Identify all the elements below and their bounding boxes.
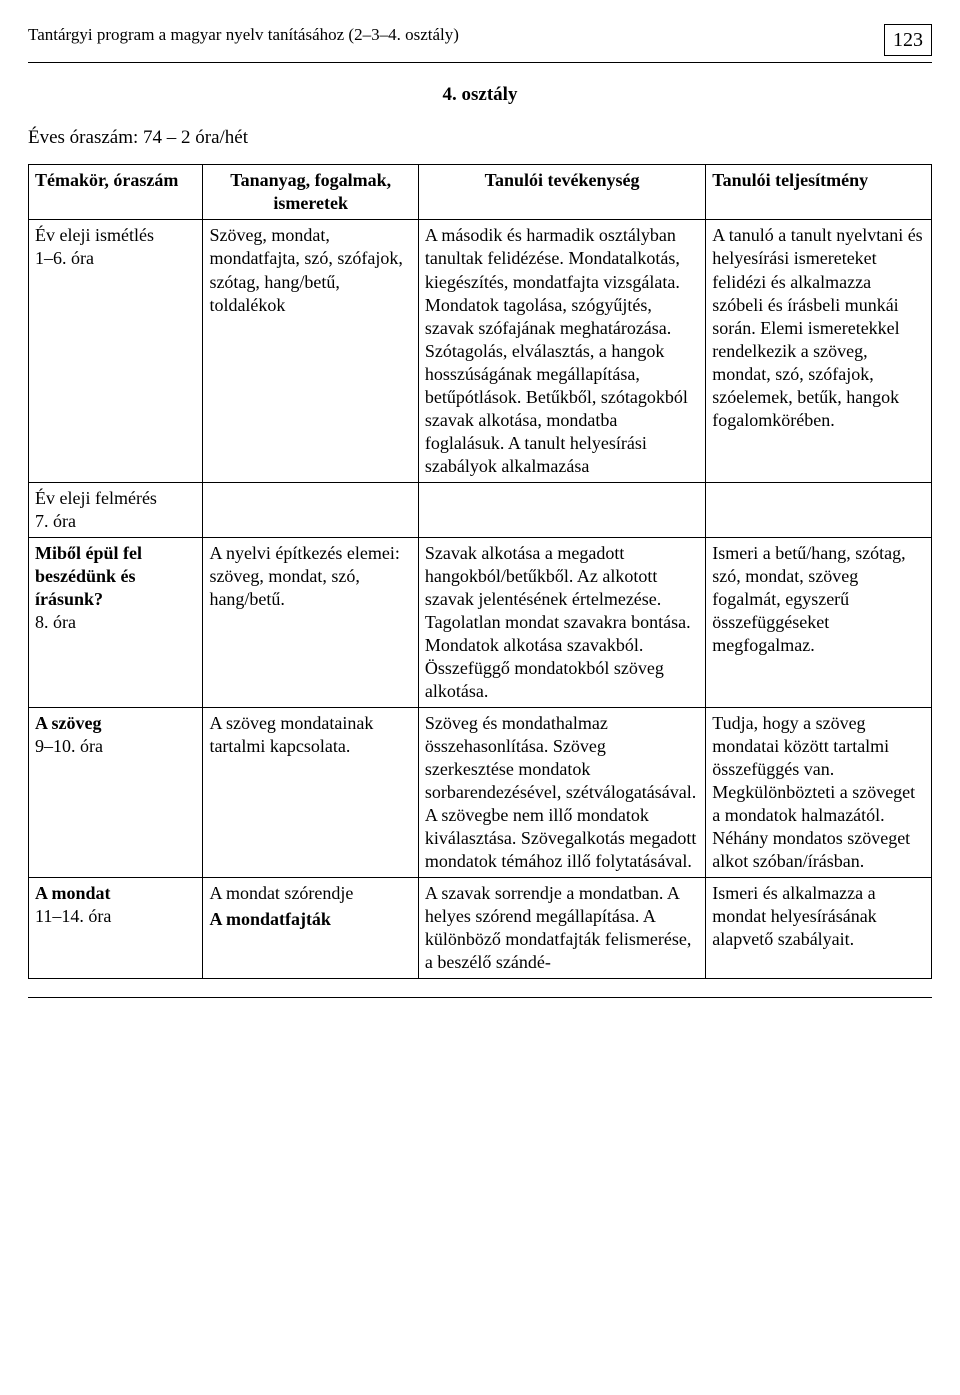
topic-title: Év eleji ismétlés — [35, 225, 154, 245]
material-cell — [203, 482, 418, 537]
topic-cell: A szöveg 9–10. óra — [29, 708, 203, 878]
activity-cell: Szavak alkotása a megadott hangokból/bet… — [418, 537, 705, 707]
performance-cell — [706, 482, 932, 537]
topic-hours: 11–14. óra — [35, 906, 111, 926]
topic-title: A mondat — [35, 883, 111, 903]
activity-cell: A szavak sorrendje a mondatban. A helyes… — [418, 878, 705, 979]
year-hours-line: Éves óraszám: 74 – 2 óra/hét — [28, 126, 932, 151]
topic-hours: 9–10. óra — [35, 736, 103, 756]
col-header-topic: Témakör, óraszám — [29, 165, 203, 220]
material-cell: Szöveg, mondat, mondatfajta, szó, szófaj… — [203, 220, 418, 482]
header-divider — [28, 62, 932, 63]
running-title: Tantárgyi program a magyar nyelv tanítás… — [28, 24, 459, 46]
topic-cell: Év eleji ismétlés 1–6. óra — [29, 220, 203, 482]
material-cell: A nyelvi építkezés elemei: szöveg, monda… — [203, 537, 418, 707]
footer-divider — [28, 997, 932, 998]
material-cell: A szöveg mondatainak tartalmi kapcsolata… — [203, 708, 418, 878]
material-line: A mondat szórendje — [209, 882, 411, 905]
col-header-material: Tananyag, fogalmak, ismeretek — [203, 165, 418, 220]
curriculum-table: Témakör, óraszám Tananyag, fogalmak, ism… — [28, 164, 932, 979]
table-row: A szöveg 9–10. óra A szöveg mondatainak … — [29, 708, 932, 878]
table-row: Év eleji ismétlés 1–6. óra Szöveg, monda… — [29, 220, 932, 482]
topic-title: A szöveg — [35, 713, 102, 733]
page-number: 123 — [884, 24, 932, 56]
topic-cell: A mondat 11–14. óra — [29, 878, 203, 979]
table-row: Év eleji felmérés 7. óra — [29, 482, 932, 537]
table-row: Miből épül fel beszédünk és írásunk? 8. … — [29, 537, 932, 707]
activity-cell: A második és harmadik osztályban tanulta… — [418, 220, 705, 482]
material-line: A mondatfajták — [209, 908, 411, 931]
performance-cell: Tudja, hogy a szöveg mondatai között tar… — [706, 708, 932, 878]
topic-hours: 1–6. óra — [35, 248, 94, 268]
table-row: A mondat 11–14. óra A mondat szórendje A… — [29, 878, 932, 979]
activity-cell — [418, 482, 705, 537]
performance-cell: Ismeri a betű/hang, szótag, szó, mondat,… — [706, 537, 932, 707]
topic-cell: Év eleji felmérés 7. óra — [29, 482, 203, 537]
col-header-activity: Tanulói tevékenység — [418, 165, 705, 220]
col-header-performance: Tanulói teljesítmény — [706, 165, 932, 220]
topic-hours: 8. óra — [35, 612, 76, 632]
running-header: Tantárgyi program a magyar nyelv tanítás… — [28, 24, 932, 56]
topic-hours: 7. óra — [35, 511, 76, 531]
performance-cell: A tanuló a tanult nyelvtani és helyesírá… — [706, 220, 932, 482]
topic-cell: Miből épül fel beszédünk és írásunk? 8. … — [29, 537, 203, 707]
performance-cell: Ismeri és alkalmazza a mondat helyesírás… — [706, 878, 932, 979]
table-header-row: Témakör, óraszám Tananyag, fogalmak, ism… — [29, 165, 932, 220]
topic-title: Miből épül fel beszédünk és írásunk? — [35, 543, 142, 609]
material-cell: A mondat szórendje A mondatfajták — [203, 878, 418, 979]
topic-title: Év eleji felmérés — [35, 488, 157, 508]
grade-heading: 4. osztály — [28, 83, 932, 108]
activity-cell: Szöveg és mondathalmaz összehasonlítása.… — [418, 708, 705, 878]
